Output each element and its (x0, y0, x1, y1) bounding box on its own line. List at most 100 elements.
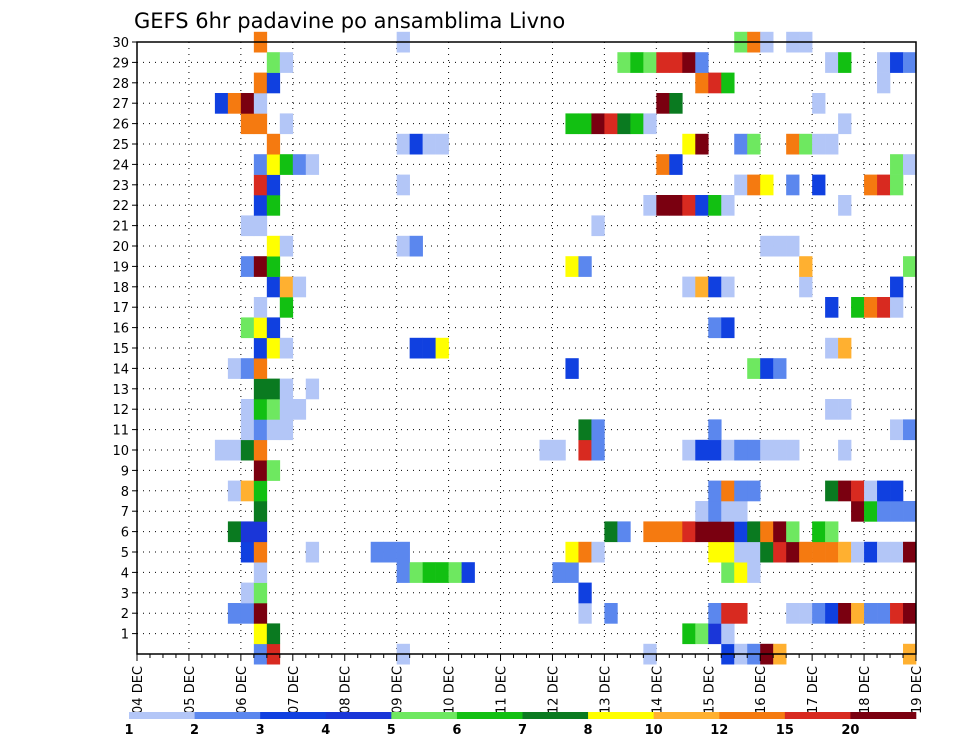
y-tick-label: 24 (112, 158, 129, 173)
precip-cell (877, 174, 891, 196)
chart-title: GEFS 6hr padavine po ansamblima Livno (134, 9, 565, 33)
y-tick-label: 20 (112, 240, 129, 255)
precip-cell (786, 439, 800, 461)
legend-label: 20 (841, 723, 859, 738)
precip-cell (279, 297, 294, 318)
precip-cell (227, 358, 242, 379)
precip-cell (851, 297, 865, 318)
y-tick-label: 7 (121, 505, 129, 520)
precip-cell (279, 419, 294, 441)
precip-cell (305, 378, 320, 400)
precip-cell (656, 195, 670, 216)
precip-cell (240, 439, 255, 461)
y-tick-label: 2 (121, 607, 129, 622)
precip-cell (396, 562, 410, 583)
precip-cell (240, 480, 255, 502)
precip-cell (851, 603, 865, 624)
precip-cell (721, 623, 735, 645)
precip-cell (838, 439, 852, 461)
precip-cell (682, 195, 696, 216)
precip-cell (773, 358, 787, 379)
y-tick-label: 1 (121, 628, 129, 643)
precip-cell (851, 501, 865, 522)
precip-cell (656, 521, 670, 543)
precip-cell (786, 133, 800, 155)
precip-cell (682, 276, 696, 298)
precip-cell (838, 337, 852, 359)
precip-cell (682, 133, 696, 155)
precip-cell (266, 399, 281, 420)
precip-cell (435, 337, 449, 359)
legend-swatch (522, 712, 589, 719)
x-tick-label: 06 DEC (235, 666, 250, 714)
precip-cell (721, 480, 735, 502)
precip-cell (695, 501, 709, 522)
precip-cell (266, 235, 281, 257)
precip-cell (838, 52, 852, 73)
precip-cell (448, 562, 462, 583)
precip-cell (656, 93, 670, 114)
precip-cell (253, 358, 268, 379)
precip-cell (253, 480, 268, 502)
precip-cell (838, 113, 852, 135)
precip-cell (266, 256, 281, 277)
precip-cell (591, 439, 605, 461)
precip-cell (253, 562, 268, 583)
y-tick-label: 8 (121, 485, 129, 500)
precip-cell (266, 195, 281, 216)
precip-cell (890, 276, 904, 298)
precip-cell (825, 541, 839, 563)
precip-cell (591, 113, 605, 135)
x-tick-label: 17 DEC (806, 666, 821, 714)
precip-cell (253, 603, 268, 624)
precip-cell (721, 72, 735, 94)
x-tick-label: 10 DEC (443, 666, 458, 714)
precip-cell (643, 52, 657, 73)
precip-cell (851, 480, 865, 502)
precip-cell (240, 113, 255, 135)
precip-cell (708, 317, 722, 339)
precip-cell (812, 93, 826, 114)
legend-swatch (391, 712, 458, 719)
precip-cell (266, 317, 281, 339)
precip-cell (617, 521, 631, 543)
precip-cell (266, 460, 281, 481)
precip-cell (903, 419, 917, 441)
precip-cell (266, 378, 281, 400)
y-tick-label: 22 (112, 199, 129, 214)
precip-cell (539, 439, 553, 461)
legend-swatch (456, 712, 523, 719)
precip-cell (461, 562, 475, 583)
x-tick-label: 07 DEC (287, 666, 302, 714)
precip-cell (253, 195, 268, 216)
precip-cell (721, 501, 735, 522)
precip-cell (409, 133, 423, 155)
legend-swatch (194, 712, 261, 719)
y-tick-label: 21 (112, 220, 129, 235)
precip-cell (825, 337, 839, 359)
precip-cell (240, 419, 255, 441)
precip-cell (734, 174, 748, 196)
precip-cell (396, 235, 410, 257)
precip-cell (279, 154, 294, 175)
precip-cell (240, 93, 255, 114)
legend-swatch (850, 712, 917, 719)
precip-cell (747, 439, 761, 461)
precip-cell (877, 52, 891, 73)
precip-cell (565, 541, 579, 563)
y-tick-label: 30 (112, 36, 129, 51)
precip-cell (292, 399, 307, 420)
axes: 1234567891011121314151617181920212223242… (112, 36, 925, 714)
precip-cell (682, 623, 696, 645)
precip-cell (890, 603, 904, 624)
legend-label: 8 (584, 723, 593, 738)
precip-cell (617, 113, 631, 135)
precip-cell (734, 562, 748, 583)
y-tick-label: 26 (112, 118, 129, 133)
precip-cell (825, 52, 839, 73)
precip-cell (253, 623, 268, 645)
precip-cell (656, 52, 670, 73)
precip-cell (890, 419, 904, 441)
precip-cell (669, 93, 683, 114)
precip-cell (253, 439, 268, 461)
